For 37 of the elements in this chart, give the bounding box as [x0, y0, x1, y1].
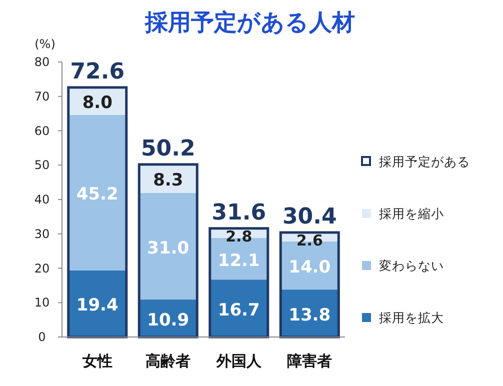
legend-label: 変わらない	[379, 258, 444, 273]
y-tick-label: 50	[34, 158, 50, 172]
data-label: 19.4	[76, 296, 119, 316]
y-tick-label: 70	[34, 89, 50, 104]
data-label: 8.3	[153, 170, 184, 191]
data-label: 2.8	[226, 227, 252, 246]
data-label: 31.0	[147, 238, 190, 258]
data-label: 45.2	[76, 184, 118, 205]
y-axis-title: (%)	[34, 37, 56, 51]
y-tick-label: 10	[34, 296, 50, 310]
y-tick-label: 30	[34, 226, 50, 241]
bar	[139, 192, 198, 300]
data-label: 12.1	[218, 250, 260, 271]
data-label: 2.6	[296, 232, 323, 250]
data-label: 16.7	[218, 300, 260, 320]
y-tick-label: 0	[38, 330, 46, 344]
y-tick-label: 60	[34, 124, 50, 138]
chart-title: 採用予定がある人材	[144, 9, 355, 36]
legend-label: 採用を拡大	[379, 310, 444, 325]
data-label: 13.8	[288, 305, 331, 326]
total-label: 31.6	[212, 200, 266, 226]
legend-label: 採用を縮小	[379, 206, 444, 221]
data-label: 8.0	[82, 93, 113, 114]
y-tick-label: 80	[34, 55, 50, 69]
bar	[68, 114, 126, 270]
total-label: 50.2	[140, 136, 196, 162]
x-tick-label: 外国人	[215, 352, 262, 370]
data-label: 10.9	[147, 310, 190, 330]
total-label: 30.4	[282, 204, 337, 230]
y-tick-label: 20	[34, 261, 50, 276]
x-tick-label: 高齢者	[146, 352, 191, 370]
data-label: 14.0	[288, 258, 331, 278]
x-tick-label: 障害者	[287, 352, 332, 370]
total-label: 72.6	[70, 59, 125, 84]
x-tick-label: 女性	[81, 352, 112, 370]
legend-title: 採用予定がある	[379, 154, 470, 169]
y-tick-label: 40	[34, 192, 50, 206]
